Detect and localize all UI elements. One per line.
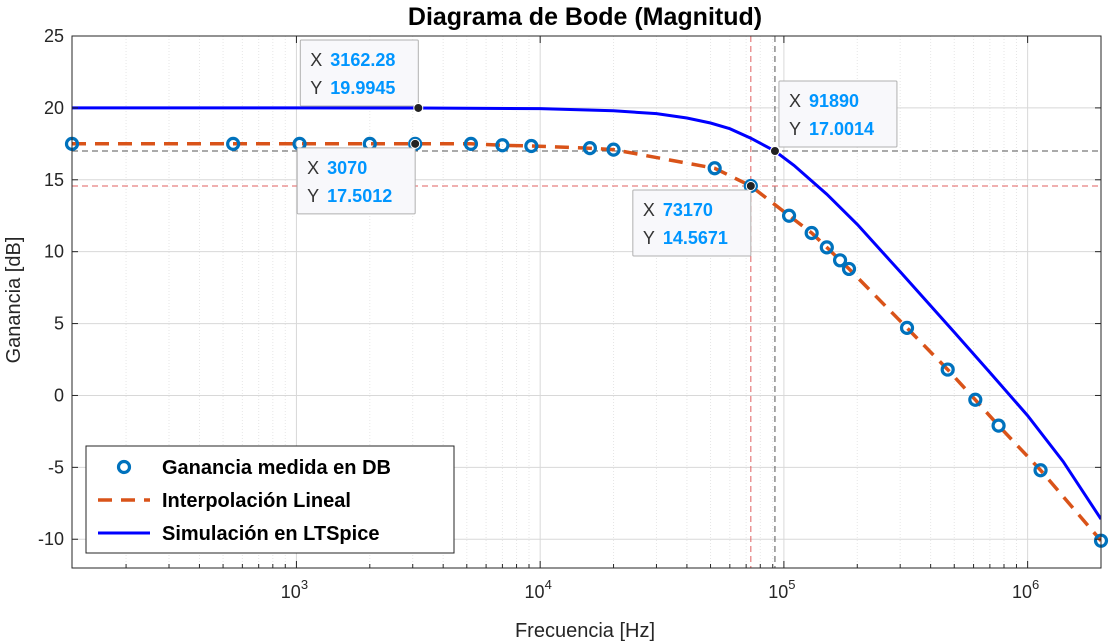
y-tick-label: 5 [54,314,64,334]
legend: Ganancia medida en DB Interpolación Linea… [85,445,455,554]
data-point-measured [1033,463,1048,478]
datatip-y-key: Y [307,186,319,206]
datatip-x-value: 3162.28 [330,50,395,70]
datatips: X 3162.28 Y 19.9945 X 3070 Y 17.5012 X 91890 Y 17.0… [296,39,898,257]
datatip-box [299,39,419,107]
x-axis-label: Frecuencia [Hz] [515,620,655,642]
y-tick-label: 20 [44,98,64,118]
series-line-ltspice [72,106,1101,520]
y-tick-label: -5 [48,457,64,477]
datatip-x-key: X [310,50,322,70]
axes-box [71,35,1102,569]
datatip-x-value: 73170 [663,200,713,220]
datatip-box [632,189,752,257]
y-axis-label: Ganancia [dB] [3,237,25,364]
data-point-measured [804,225,819,241]
x-tick-label: 105 [768,577,795,602]
data-point-measured [781,208,797,223]
data-point-measured [707,161,722,176]
data-point-measured [606,142,621,157]
datatip-y-value: 17.0014 [809,119,874,139]
x-tick-label: 103 [281,577,308,602]
datatip-x-key: X [307,158,319,178]
data-point-measured [832,253,848,268]
datatip-y-key: Y [643,228,655,248]
legend-entry-label: Ganancia medida en DB [162,457,391,479]
datatip: X 3162.28 Y 19.9945 [299,39,424,113]
y-tick-label: 15 [44,170,64,190]
data-point-measured [524,138,539,154]
data-point-measured [226,136,241,151]
y-tick-label: -10 [38,529,64,549]
data-point-measured [582,141,598,156]
y-tick-label: 10 [44,242,64,262]
datatip: X 91890 Y 17.0014 [769,80,898,157]
datatip-box [778,80,898,148]
data-point-measured [495,138,510,153]
x-tick-label: 104 [525,577,552,602]
series-line-interpolation [72,142,1101,542]
data-point-measured [968,392,983,407]
chart-title: Diagrama de Bode (Magnitud) [408,3,762,31]
datatip-marker [745,181,756,192]
datatip-marker [769,146,780,157]
datatip-y-value: 19.9945 [330,78,395,98]
data-point-measured [899,320,915,335]
x-tick-label: 106 [1012,577,1039,602]
datatip-x-key: X [789,91,801,111]
legend-entry-label: Simulación en LTSpice [162,523,379,545]
legend-entry-label: Interpolación Lineal [162,490,351,512]
datatip-y-value: 14.5671 [663,228,728,248]
datatip-y-key: Y [789,119,801,139]
datatip-y-value: 17.5012 [327,186,392,206]
datatip: X 73170 Y 14.5671 [632,181,756,257]
datatip-x-value: 91890 [809,91,859,111]
datatip-y-key: Y [310,78,322,98]
data-point-measured [940,362,955,377]
datatip-x-key: X [643,200,655,220]
data-point-measured [819,240,834,255]
data-point-measured [463,136,479,151]
datatip-box [296,147,416,215]
data-point-measured [991,418,1006,433]
datatip-x-value: 3070 [327,158,367,178]
datatip-marker [410,138,421,149]
datatip-marker [413,102,424,113]
datatip: X 3070 Y 17.5012 [296,138,421,215]
y-tick-label: 25 [44,26,64,46]
y-tick-label: 0 [54,385,64,405]
legend-marker-measured [116,459,132,475]
data-point-measured [841,261,857,277]
